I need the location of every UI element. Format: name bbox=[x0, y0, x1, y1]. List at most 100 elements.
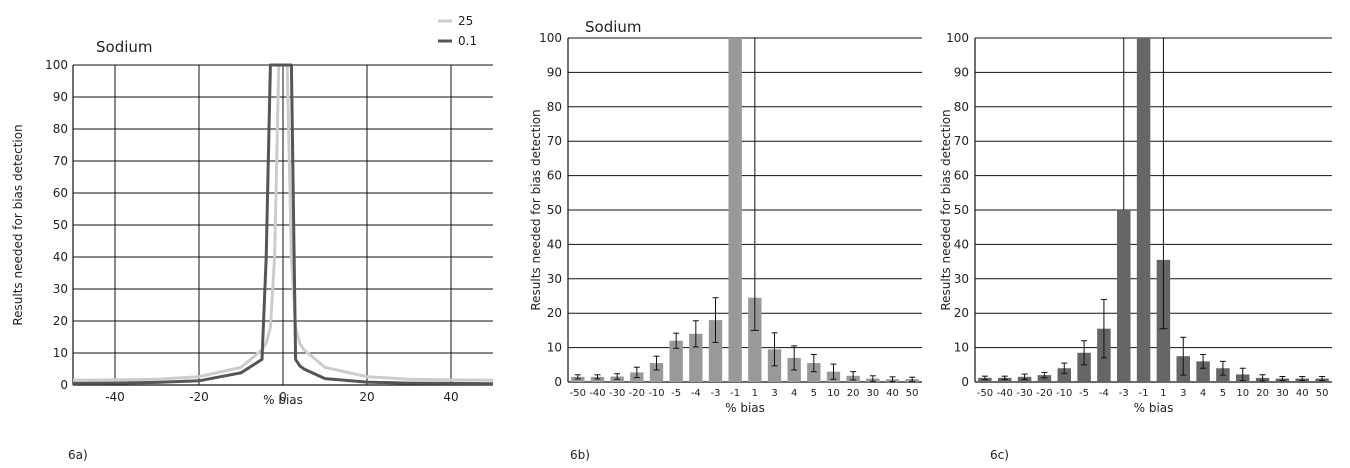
y-axis-label: Results needed for bias detection bbox=[11, 124, 25, 325]
x-tick-label: -20 bbox=[629, 388, 645, 399]
y-tick-label: 90 bbox=[547, 65, 562, 79]
bar bbox=[1117, 210, 1131, 382]
bar bbox=[1057, 368, 1071, 382]
x-tick-label: 50 bbox=[1316, 388, 1329, 399]
y-tick-label: 60 bbox=[954, 169, 969, 183]
x-tick-label: -50 bbox=[977, 388, 993, 399]
y-tick-label: 50 bbox=[53, 218, 68, 232]
y-tick-label: 30 bbox=[53, 282, 68, 296]
x-tick-label: 1 bbox=[1160, 388, 1166, 399]
y-tick-label: 10 bbox=[53, 346, 68, 360]
x-tick-label: 30 bbox=[1276, 388, 1289, 399]
x-tick-label: -40 bbox=[589, 388, 605, 399]
y-tick-label: 60 bbox=[547, 169, 562, 183]
x-tick-label: -50 bbox=[570, 388, 586, 399]
x-tick-label: 40 bbox=[443, 390, 458, 404]
x-tick-label: 3 bbox=[1180, 388, 1186, 399]
y-tick-label: 20 bbox=[53, 314, 68, 328]
x-tick-label: 50 bbox=[906, 388, 919, 399]
x-tick-label: 5 bbox=[811, 388, 817, 399]
y-axis-label: Results needed for bias detection bbox=[939, 109, 953, 310]
bar bbox=[689, 333, 703, 382]
x-tick-label: -10 bbox=[1056, 388, 1072, 399]
y-tick-label: 100 bbox=[539, 31, 562, 45]
x-tick-label: -20 bbox=[189, 390, 209, 404]
x-tick-label: 20 bbox=[359, 390, 374, 404]
x-tick-label: -5 bbox=[1079, 388, 1089, 399]
bar bbox=[649, 363, 664, 382]
x-tick-label: -1 bbox=[730, 388, 740, 399]
x-axis-label: % bias bbox=[1134, 401, 1174, 415]
x-tick-label: 20 bbox=[1256, 388, 1269, 399]
panel-label: 6a) bbox=[68, 448, 88, 462]
y-tick-label: 0 bbox=[554, 375, 562, 389]
y-tick-label: 50 bbox=[547, 203, 562, 217]
x-tick-label: 30 bbox=[866, 388, 879, 399]
y-tick-label: 30 bbox=[954, 272, 969, 286]
x-tick-label: 4 bbox=[791, 388, 797, 399]
x-tick-label: 5 bbox=[1220, 388, 1226, 399]
y-tick-label: 90 bbox=[53, 90, 68, 104]
y-tick-label: 100 bbox=[45, 58, 68, 72]
x-tick-label: 10 bbox=[1236, 388, 1249, 399]
y-tick-label: 10 bbox=[547, 341, 562, 355]
y-tick-label: 40 bbox=[954, 237, 969, 251]
y-tick-label: 60 bbox=[53, 186, 68, 200]
y-tick-label: 0 bbox=[961, 375, 969, 389]
x-axis-label: % bias bbox=[263, 393, 303, 407]
bar bbox=[1037, 375, 1052, 382]
series-line-2 bbox=[72, 63, 494, 386]
x-tick-label: -3 bbox=[1119, 388, 1129, 399]
x-tick-label: 20 bbox=[847, 388, 860, 399]
x-tick-label: 1 bbox=[752, 388, 758, 399]
x-tick-label: -5 bbox=[671, 388, 681, 399]
bar bbox=[807, 363, 821, 382]
x-tick-label: 10 bbox=[827, 388, 840, 399]
x-tick-label: -40 bbox=[997, 388, 1013, 399]
x-tick-label: 4 bbox=[1200, 388, 1206, 399]
chart-title: Sodium bbox=[96, 38, 153, 56]
bar bbox=[1136, 38, 1151, 382]
y-tick-label: 10 bbox=[954, 341, 969, 355]
x-tick-label: -3 bbox=[711, 388, 721, 399]
x-tick-label: -20 bbox=[1036, 388, 1052, 399]
chart-title: Sodium bbox=[585, 18, 642, 36]
x-tick-label: -1 bbox=[1139, 388, 1149, 399]
y-tick-label: 20 bbox=[547, 306, 562, 320]
y-tick-label: 40 bbox=[547, 237, 562, 251]
bar bbox=[1077, 352, 1091, 382]
y-tick-label: 0 bbox=[60, 378, 68, 392]
x-tick-label: 0 bbox=[279, 390, 287, 404]
bar bbox=[748, 297, 762, 382]
y-tick-label: 50 bbox=[954, 203, 969, 217]
bar bbox=[708, 320, 723, 382]
bar bbox=[590, 376, 605, 382]
x-tick-label: 40 bbox=[1296, 388, 1309, 399]
chart-panel-6a: 0 10 20 30 40 50 60 70 80 90 100 -40 -20 0 20 40 Sodium%… bbox=[11, 14, 494, 462]
x-tick-label: -30 bbox=[1016, 388, 1032, 399]
y-tick-label: 20 bbox=[954, 306, 969, 320]
y-tick-label: 80 bbox=[547, 100, 562, 114]
y-tick-label: 90 bbox=[954, 65, 969, 79]
legend-label: 25 bbox=[458, 14, 473, 28]
bar bbox=[571, 376, 585, 382]
bar bbox=[728, 38, 742, 382]
x-tick-label: -30 bbox=[609, 388, 625, 399]
y-tick-label: 70 bbox=[547, 134, 562, 148]
x-tick-label: -4 bbox=[691, 388, 701, 399]
x-axis-label: % bias bbox=[725, 401, 765, 415]
panel-label: 6c) bbox=[990, 448, 1009, 462]
panel-label: 6b) bbox=[570, 448, 590, 462]
x-tick-label: -40 bbox=[105, 390, 125, 404]
x-tick-label: 40 bbox=[886, 388, 899, 399]
bar bbox=[669, 340, 683, 382]
y-tick-label: 100 bbox=[946, 31, 969, 45]
y-tick-label: 70 bbox=[53, 154, 68, 168]
legend-label: 0.1 bbox=[458, 34, 477, 48]
x-tick-label: -10 bbox=[648, 388, 664, 399]
x-tick-label: 3 bbox=[771, 388, 777, 399]
y-axis-label: Results needed for bias detection bbox=[529, 109, 543, 310]
